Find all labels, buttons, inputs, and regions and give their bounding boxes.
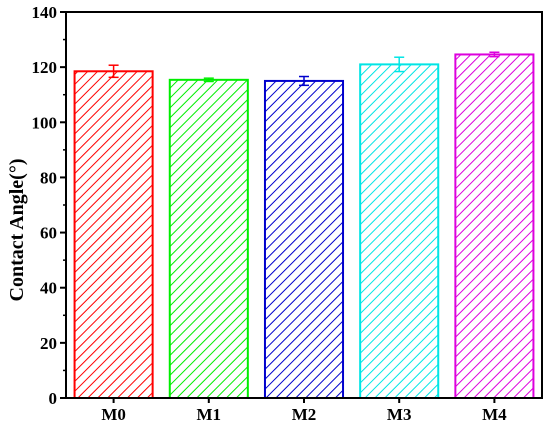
y-tick-label-40: 40 (40, 279, 57, 298)
bar-m3 (359, 63, 440, 399)
y-tick-label-120: 120 (32, 58, 58, 77)
error-bar-m1 (203, 77, 214, 83)
x-tick-label-m1: M1 (197, 405, 222, 424)
bar-m2 (263, 79, 345, 400)
y-axis-label: Contact Angle(°) (6, 159, 28, 302)
y-tick-label-100: 100 (32, 113, 58, 132)
bars-layer (73, 53, 535, 400)
y-tick-label-80: 80 (40, 168, 57, 187)
error-bar-m3 (394, 56, 405, 73)
error-bar-m0 (108, 64, 119, 79)
x-tick-label-m2: M2 (292, 405, 317, 424)
bar-m0 (73, 70, 154, 400)
tick-labels-layer: M0 M1 M2 M3 M4 0 20 40 60 80 100 120 140 (32, 3, 508, 424)
y-tick-label-140: 140 (32, 3, 58, 22)
bar-m1 (168, 78, 249, 399)
x-tick-label-m0: M0 (101, 405, 126, 424)
y-tick-label-0: 0 (49, 389, 58, 408)
axes-layer (60, 11, 543, 403)
x-tick-label-m3: M3 (387, 405, 412, 424)
error-bar-m4 (489, 51, 500, 58)
y-tick-label-60: 60 (40, 224, 57, 243)
error-bar-m2 (299, 75, 309, 87)
x-tick-label-m4: M4 (482, 405, 507, 424)
bar-m4 (454, 53, 535, 400)
error-bars-layer (108, 51, 500, 87)
y-tick-label-20: 20 (40, 334, 57, 353)
